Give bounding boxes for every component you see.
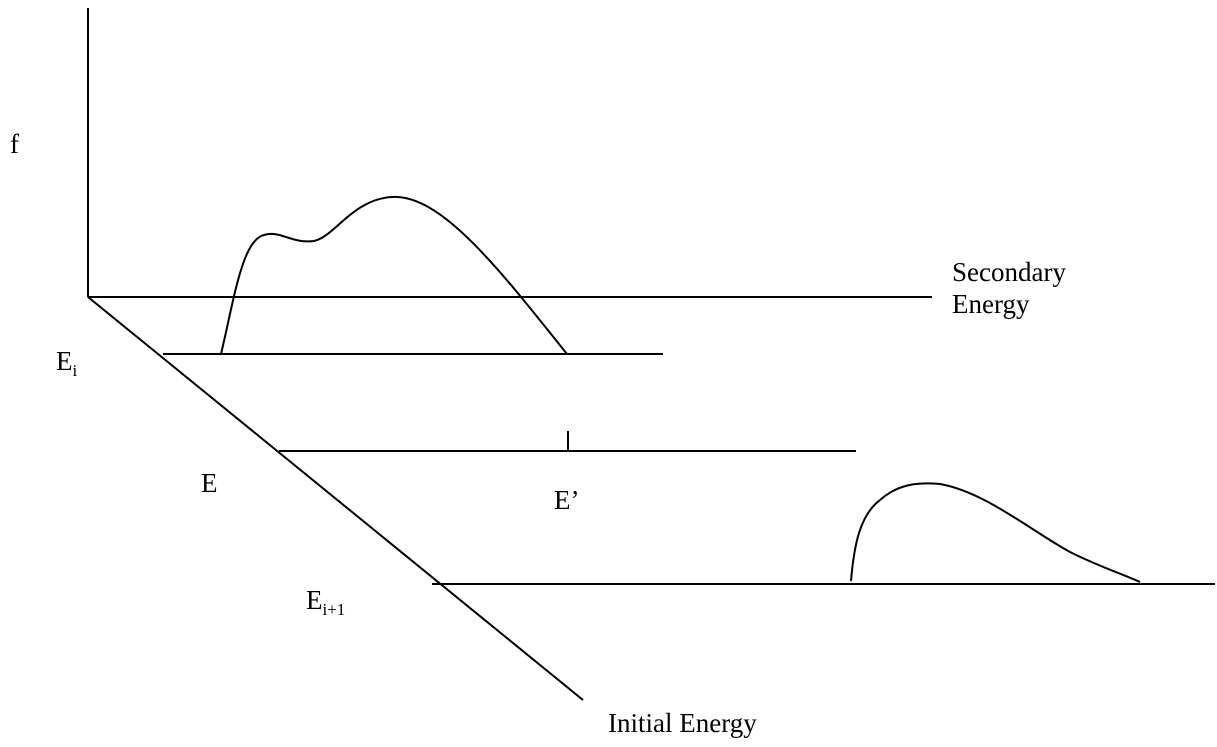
secondary-energy-label: Secondary Energy (952, 256, 1066, 321)
distribution-curve-e-i (220, 195, 568, 355)
initial-energy-axis (87, 296, 584, 701)
e-label: E (201, 467, 218, 499)
e-i-label-sub: i (72, 361, 78, 380)
e-prime-label: E’ (554, 484, 579, 516)
initial-energy-label-text: Initial Energy (608, 708, 757, 738)
secondary-energy-label-line2: Energy (952, 289, 1030, 320)
e-i1-label: Ei+1 (306, 584, 346, 619)
e-i-label-base: E (56, 346, 73, 376)
e-i-label: Ei (56, 345, 78, 380)
e-i1-label-base: E (306, 585, 323, 615)
f-axis-label-text: f (10, 129, 19, 159)
f-axis-label: f (10, 128, 19, 160)
e-label-text: E (201, 468, 218, 498)
e-prime-label-text: E’ (554, 485, 580, 515)
e-i1-label-sub: i+1 (322, 600, 346, 619)
initial-energy-label: Initial Energy (608, 707, 757, 739)
secondary-energy-label-line1: Secondary (952, 257, 1066, 287)
distribution-curve-e-i1 (850, 482, 1141, 583)
